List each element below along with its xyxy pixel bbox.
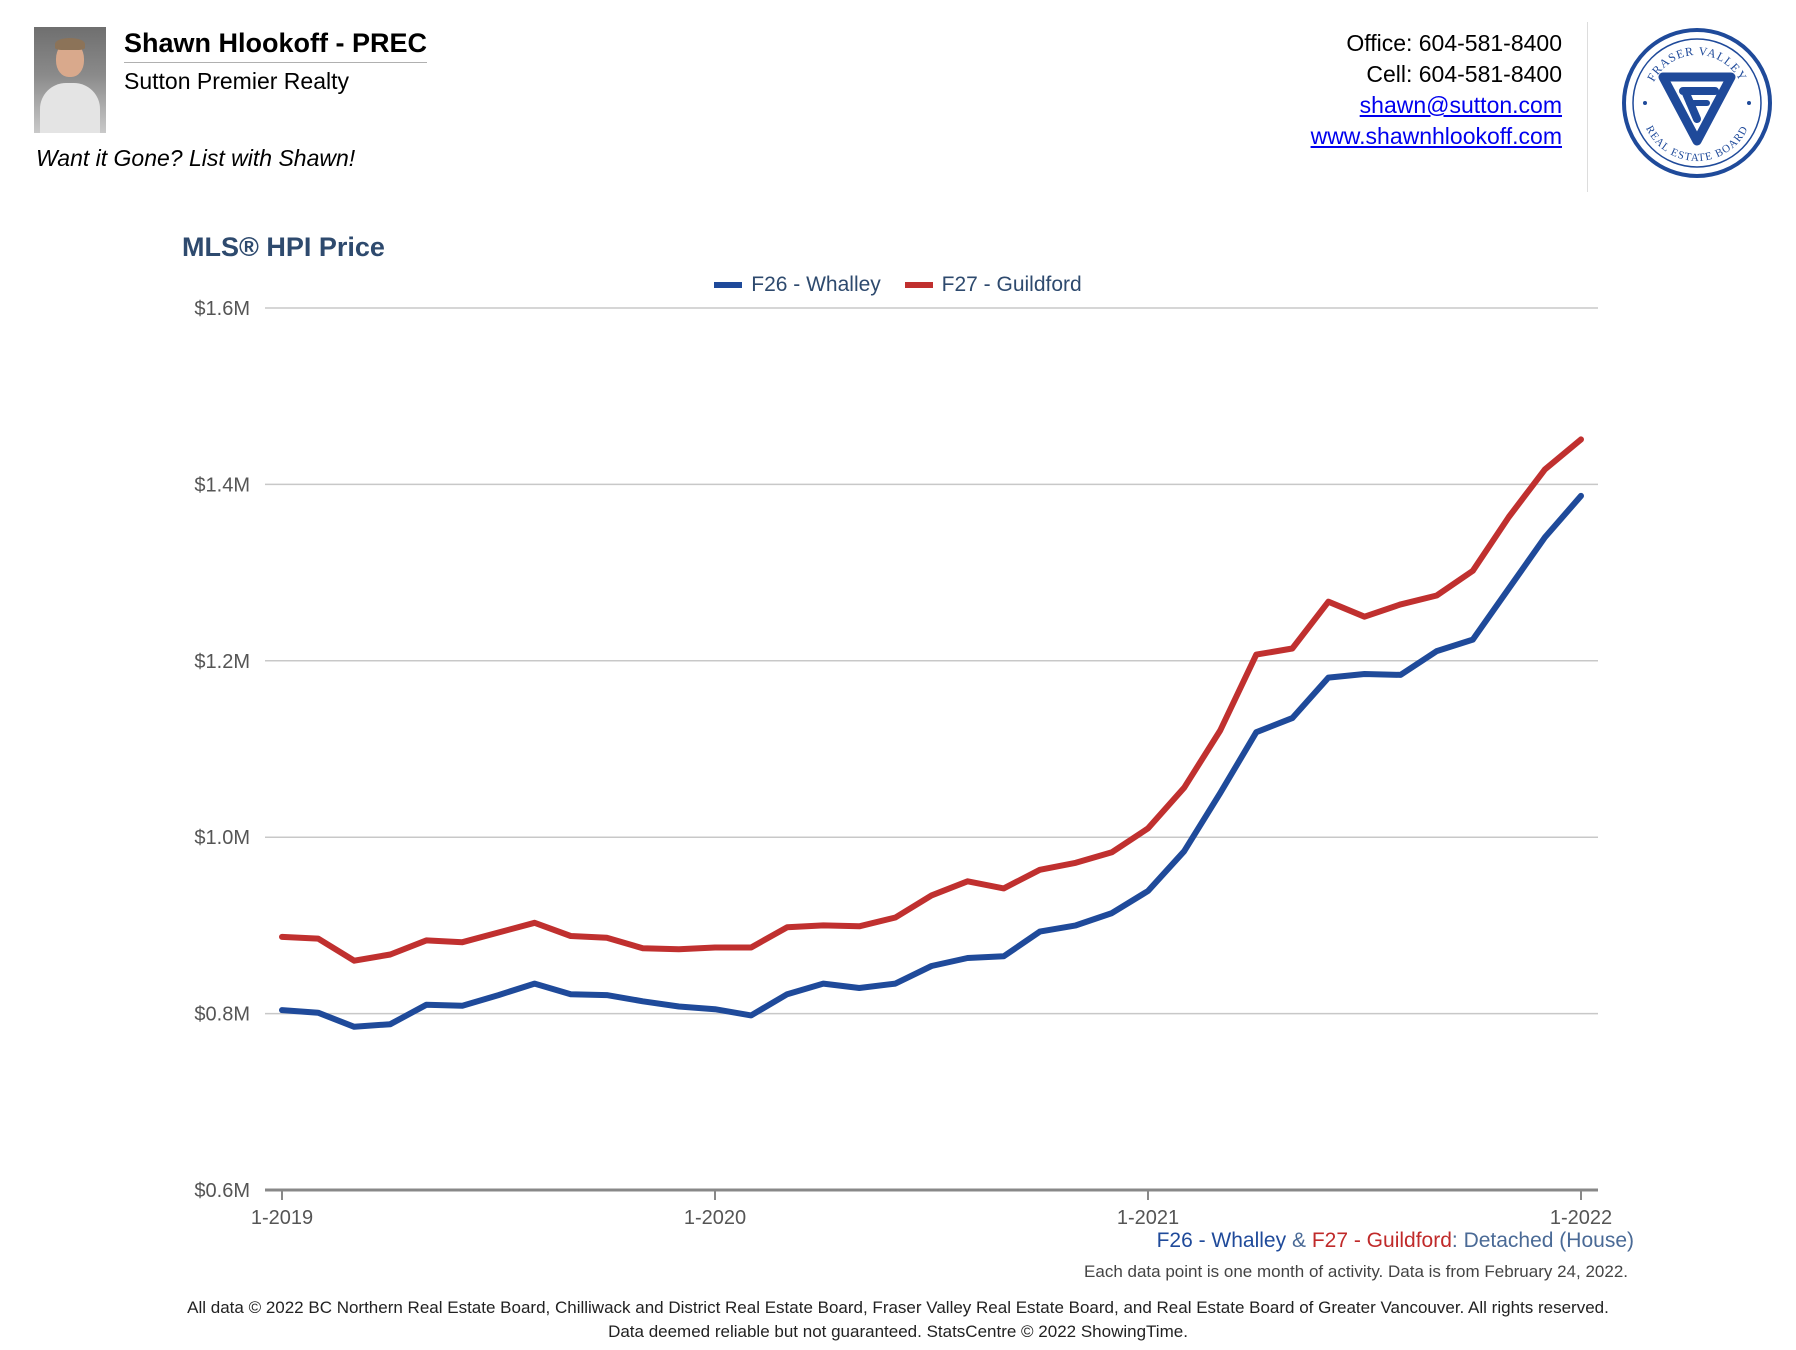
subtitle-series-guildford: F27 - Guildford bbox=[1311, 1229, 1452, 1252]
website-link[interactable]: www.shawnhlookoff.com bbox=[1310, 123, 1562, 149]
legend-item-guildford: F27 - Guildford bbox=[904, 273, 1082, 297]
series-layer bbox=[279, 436, 1584, 1030]
legend-label-guildford: F27 - Guildford bbox=[941, 273, 1082, 296]
x-tick-label: 1-2020 bbox=[684, 1207, 746, 1229]
subtitle-property-type: Detached (House) bbox=[1463, 1229, 1634, 1252]
contact-block: Office: 604-581-8400 Cell: 604-581-8400 … bbox=[1311, 28, 1562, 152]
fraser-valley-board-logo: FRASER VALLEY REAL ESTATE BOARD bbox=[1622, 28, 1772, 178]
footer-disclaimer: Data deemed reliable but not guaranteed.… bbox=[608, 1322, 1188, 1341]
y-tick-label: $1.0M bbox=[194, 827, 250, 849]
subtitle-series-whalley: F26 - Whalley bbox=[1156, 1229, 1287, 1252]
tagline: Want it Gone? List with Shawn! bbox=[36, 145, 356, 171]
header-divider bbox=[1587, 22, 1588, 192]
series-line-guildford bbox=[279, 436, 1584, 964]
office-phone: Office: 604-581-8400 bbox=[1346, 30, 1562, 56]
y-tick-label: $1.2M bbox=[194, 651, 250, 673]
y-tick-label: $1.6M bbox=[194, 298, 250, 320]
y-tick-label: $1.4M bbox=[194, 474, 250, 496]
x-tick-label: 1-2019 bbox=[251, 1207, 313, 1229]
agent-photo bbox=[34, 27, 106, 133]
legend-swatch-whalley bbox=[714, 282, 743, 288]
axis-layer: $0.6M $0.8M $1.0M $1.2M $1.4M $1.6M 1-2019 1-20… bbox=[194, 298, 1612, 1229]
chart-subtitle: F26 - Whalley & F27 - Guildford: Detache… bbox=[1157, 1229, 1634, 1253]
series-line-whalley bbox=[279, 492, 1584, 1030]
agent-company: Sutton Premier Realty bbox=[124, 68, 349, 94]
chart-legend: F26 - Whalley F27 - Guildford bbox=[0, 270, 1796, 297]
agent-name: Shawn Hlookoff - PREC bbox=[124, 28, 427, 63]
x-tick-label: 1-2021 bbox=[1117, 1207, 1179, 1229]
legend-label-whalley: F26 - Whalley bbox=[751, 273, 881, 296]
footer: All data © 2022 BC Northern Real Estate … bbox=[0, 1296, 1796, 1344]
y-tick-label: $0.8M bbox=[194, 1004, 250, 1026]
footer-copyright: All data © 2022 BC Northern Real Estate … bbox=[187, 1298, 1609, 1317]
data-note: Each data point is one month of activity… bbox=[1084, 1262, 1628, 1281]
grid-layer bbox=[265, 307, 1598, 1015]
email-link[interactable]: shawn@sutton.com bbox=[1359, 92, 1562, 118]
subtitle-ampersand: & bbox=[1291, 1229, 1306, 1252]
y-tick-label: $0.6M bbox=[194, 1180, 250, 1202]
chart-title: MLS® HPI Price bbox=[182, 232, 385, 262]
subtitle-colon: : bbox=[1451, 1229, 1458, 1252]
legend-swatch-guildford bbox=[904, 282, 933, 288]
legend-item-whalley: F26 - Whalley bbox=[714, 273, 881, 297]
cell-phone: Cell: 604-581-8400 bbox=[1366, 61, 1562, 87]
x-tick-label: 1-2022 bbox=[1550, 1207, 1612, 1229]
